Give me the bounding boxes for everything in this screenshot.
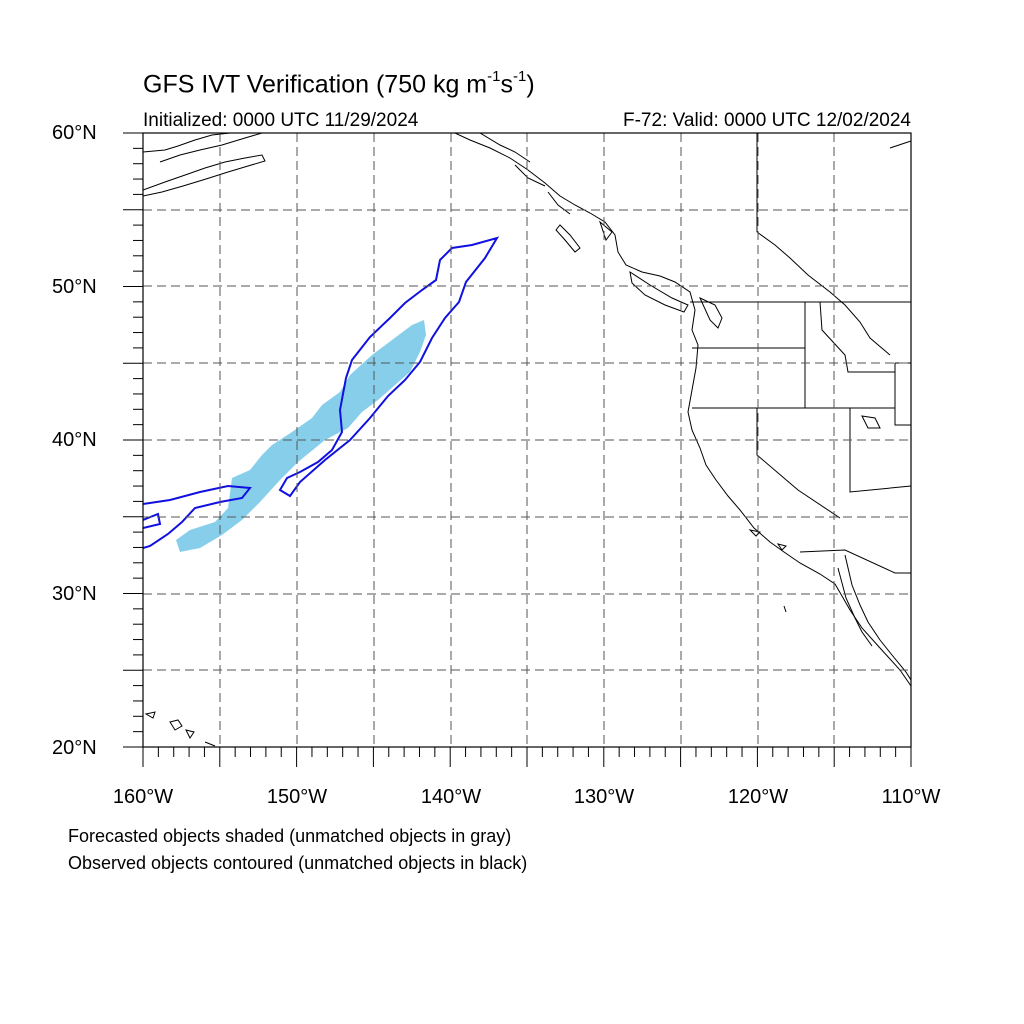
lon-label-130w: 130°W [573,786,635,808]
coastlines [143,133,911,747]
lon-label-150w: 150°W [266,786,328,808]
political-borders [690,133,911,574]
gridlines [143,133,911,747]
observed-objects [143,236,500,549]
lat-label-60: 60°N [52,122,97,144]
axis-ticks [123,132,912,767]
lat-label-20: 20°N [52,737,97,759]
observed-object-southwest [143,512,162,529]
initialized-label: Initialized: 0000 UTC 11/29/2024 [143,110,419,131]
lat-label-30: 30°N [52,583,97,605]
lon-label-160w: 160°W [112,786,174,808]
legend-observed: Observed objects contoured (unmatched ob… [68,853,528,873]
legend-forecast: Forecasted objects shaded (unmatched obj… [68,826,512,846]
observed-object-main [278,236,500,498]
lat-label-50: 50°N [52,276,97,298]
observed-object-west [143,484,252,549]
chart-title: GFS IVT Verification (750 kg m-1s-1) [143,68,535,99]
lat-label-40: 40°N [52,429,97,451]
lon-label-120w: 120°W [727,786,789,808]
forecast-object [176,320,426,552]
lon-label-140w: 140°W [420,786,482,808]
valid-label: F-72: Valid: 0000 UTC 12/02/2024 [623,110,911,131]
lon-label-110w: 110°W [881,786,941,808]
